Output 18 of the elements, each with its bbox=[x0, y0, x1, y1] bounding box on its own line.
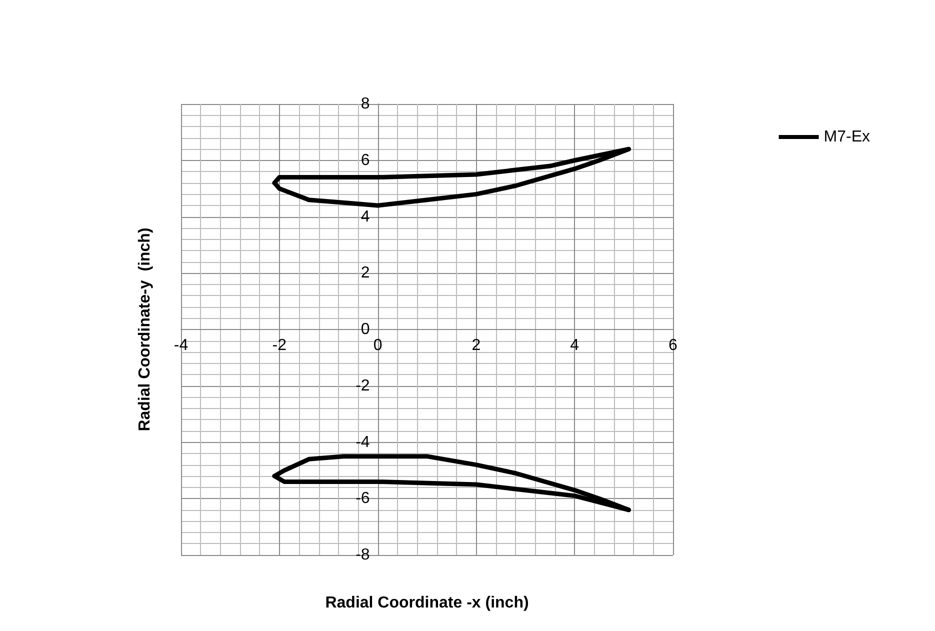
x-tick-label: 2 bbox=[472, 337, 481, 354]
y-tick-label: 6 bbox=[360, 152, 370, 169]
y-tick-label: -8 bbox=[356, 546, 370, 564]
y-tick-label: -4 bbox=[356, 434, 370, 451]
x-tick-label: 6 bbox=[668, 337, 678, 354]
x-axis-title: Radial Coordinate -x (inch) bbox=[325, 594, 529, 612]
y-tick-label: 4 bbox=[360, 208, 370, 226]
y-tick-label: 0 bbox=[360, 321, 370, 338]
x-tick-label: -2 bbox=[272, 337, 287, 354]
y-tick-label: 8 bbox=[360, 96, 370, 112]
y-tick-label: -2 bbox=[356, 377, 370, 394]
x-tick-label: 4 bbox=[570, 337, 580, 354]
x-tick-label: 0 bbox=[373, 337, 382, 354]
y-tick-label: 2 bbox=[360, 264, 370, 282]
y-tick-label: -6 bbox=[356, 490, 370, 508]
y-axis-title: Radial Coordinate-y (inch) bbox=[136, 228, 154, 432]
x-tick-label: -4 bbox=[174, 337, 188, 354]
legend-label: M7-Ex bbox=[824, 128, 870, 146]
